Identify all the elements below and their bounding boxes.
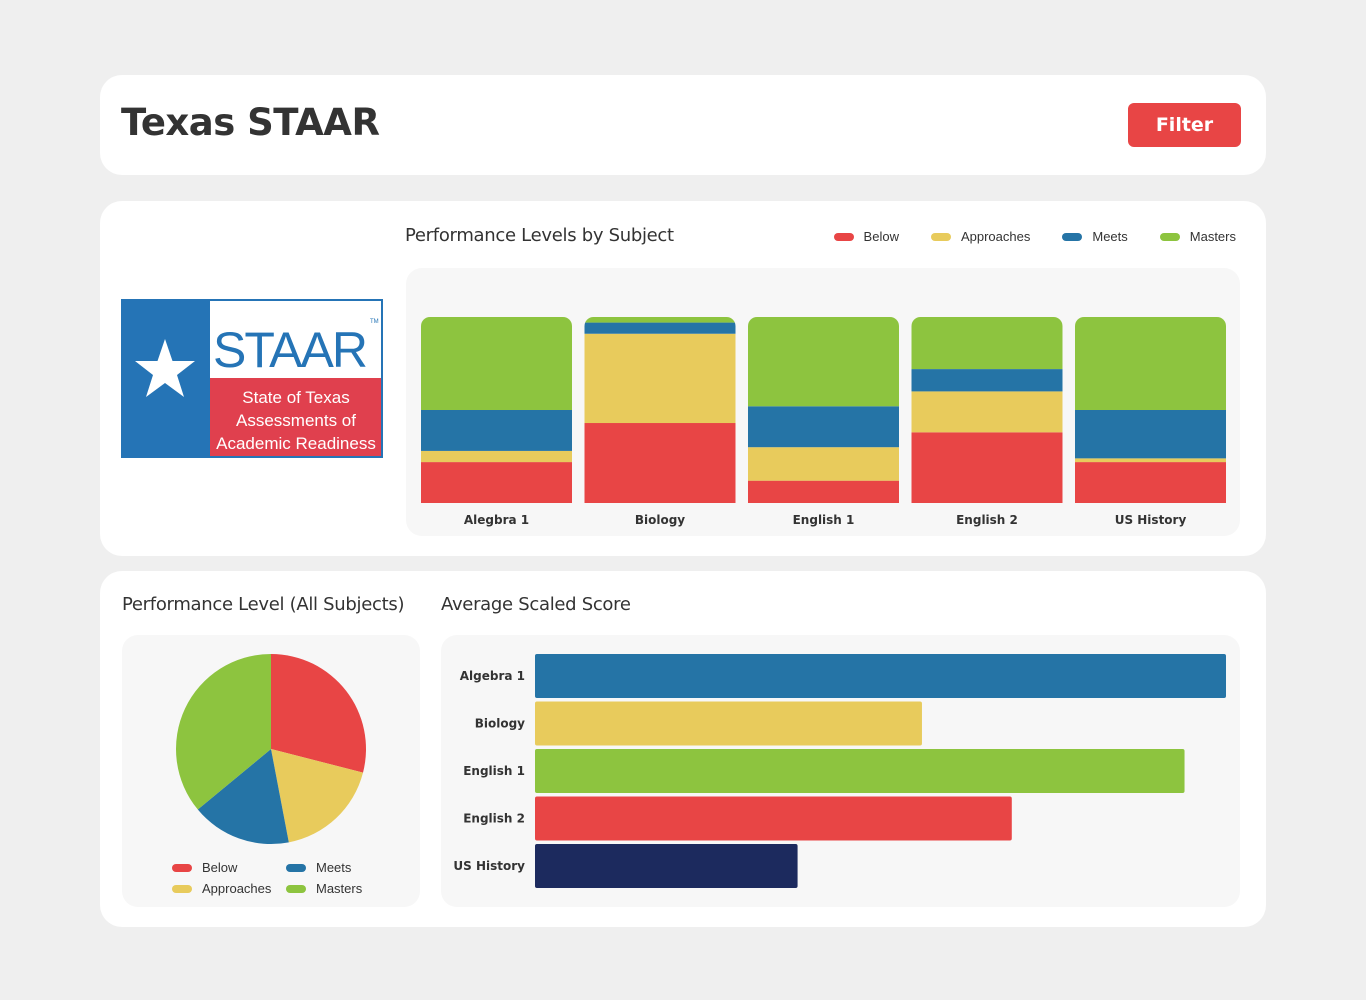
hbar-chart-title: Average Scaled Score <box>441 594 631 615</box>
pie-chart <box>175 654 366 844</box>
pie-chart-title: Performance Level (All Subjects) <box>122 594 405 615</box>
hbar-english-1 <box>535 749 1185 793</box>
pie-slice-masters <box>175 654 271 810</box>
bar-segment-biology-meets <box>584 322 736 334</box>
staar-logo: STAAR TM State of Texas Assessments of A… <box>121 299 383 458</box>
legend-swatch-below <box>833 232 854 241</box>
pie-legend-item-masters: Masters <box>286 881 376 896</box>
bar-segment-english-2-below <box>911 432 1063 503</box>
bar-segment-us-history-masters <box>1075 317 1226 410</box>
bar-segment-us-history-below <box>1075 462 1226 503</box>
logo-word: STAAR <box>213 322 366 378</box>
hbar-english-2 <box>535 796 1012 841</box>
pie-slice-approaches <box>271 749 364 843</box>
legend-item-below: Below <box>833 229 899 244</box>
bar-segment-biology-below <box>584 423 736 503</box>
bar-segment-us-history-meets <box>1075 410 1226 459</box>
performance-by-subject-card: STAAR TM State of Texas Assessments of A… <box>100 201 1266 556</box>
x-tick-label-biology: Biology <box>635 513 685 527</box>
pie-legend-label-masters: Masters <box>316 881 363 896</box>
hbar-us-history <box>535 844 798 888</box>
bar-segment-biology-approaches <box>584 333 736 424</box>
y-tick-label-us-history: US History <box>453 859 525 873</box>
horizontal-bar-chart: Algebra 1 Biology English 1 English 2 US His… <box>453 654 1226 888</box>
legend-item-approaches: Approaches <box>930 229 1031 244</box>
pie-legend-swatch-below <box>172 863 192 872</box>
legend-swatch-approaches <box>930 232 951 241</box>
bar-segment-english-1-masters <box>748 317 899 407</box>
bar-stack-alegbra-1 <box>421 317 572 503</box>
bar-segment-alegbra-1-approaches <box>421 450 572 463</box>
bar-segment-english-2-approaches <box>911 391 1063 433</box>
logo-line-1: State of Texas <box>242 388 349 407</box>
pie-legend-swatch-approaches <box>172 884 192 893</box>
pie-legend-label-meets: Meets <box>316 860 352 875</box>
legend-swatch-meets <box>1062 232 1083 241</box>
y-tick-label-biology: Biology <box>475 717 525 731</box>
y-tick-label-english-2: English 2 <box>463 812 525 826</box>
pie-legend-swatch-masters <box>286 884 306 893</box>
pie-legend-item-meets: Meets <box>286 860 376 875</box>
stacked-chart-title: Performance Levels by Subject <box>405 225 674 246</box>
summary-card: Performance Level (All Subjects) Below M… <box>100 571 1266 927</box>
bar-segment-alegbra-1-meets <box>421 410 572 451</box>
star-icon <box>135 339 195 397</box>
logo-tm: TM <box>370 319 379 325</box>
stacked-chart-legend: Below Approaches Meets Masters <box>833 229 1236 244</box>
y-tick-label-algebra-1: Algebra 1 <box>460 669 525 683</box>
bar-segment-biology-masters <box>584 317 736 323</box>
bar-segment-english-1-below <box>748 480 899 503</box>
stacked-chart-area: Alegbra 1 Biology English 1 English 2 US His… <box>406 268 1240 536</box>
x-tick-label-english-2: English 2 <box>956 513 1018 527</box>
bar-stack-us-history <box>1075 317 1226 503</box>
bar-segment-english-2-masters <box>911 317 1063 370</box>
bar-segment-english-1-meets <box>748 406 899 448</box>
bar-stack-english-1 <box>748 317 899 503</box>
pie-legend: Below Meets Approaches Masters <box>172 860 376 896</box>
hbar-chart-area: Algebra 1 Biology English 1 English 2 US His… <box>441 635 1240 907</box>
y-tick-label-english-1: English 1 <box>463 764 525 778</box>
stacked-bar-chart: Alegbra 1 Biology English 1 English 2 US His… <box>421 317 1226 527</box>
hbar-biology <box>535 701 922 746</box>
pie-slice-meets <box>197 749 289 844</box>
legend-item-meets: Meets <box>1062 229 1128 244</box>
bar-segment-us-history-approaches <box>1075 458 1226 463</box>
legend-label-approaches: Approaches <box>960 229 1031 244</box>
legend-label-masters: Masters <box>1189 229 1236 244</box>
pie-legend-label-below: Below <box>202 860 238 875</box>
pie-legend-swatch-meets <box>286 863 306 872</box>
x-tick-label-alegbra-1: Alegbra 1 <box>464 513 529 527</box>
pie-slice-below <box>271 654 366 773</box>
bar-segment-english-2-meets <box>911 369 1063 392</box>
legend-item-masters: Masters <box>1159 229 1236 244</box>
bar-stack-biology <box>584 317 736 503</box>
legend-label-meets: Meets <box>1092 229 1128 244</box>
header-card: Texas STAAR Filter <box>100 75 1266 175</box>
bar-stack-english-2 <box>911 317 1063 503</box>
bar-segment-alegbra-1-masters <box>421 317 572 410</box>
legend-label-below: Below <box>863 229 899 244</box>
pie-legend-item-approaches: Approaches <box>172 881 286 896</box>
bar-segment-alegbra-1-below <box>421 462 572 503</box>
bar-segment-english-1-approaches <box>748 447 899 481</box>
logo-line-3: Academic Readiness <box>216 434 376 453</box>
pie-chart-area: Below Meets Approaches Masters <box>122 635 420 907</box>
x-tick-label-us-history: US History <box>1115 513 1187 527</box>
legend-swatch-masters <box>1159 232 1180 241</box>
logo-line-2: Assessments of <box>236 411 356 430</box>
hbar-algebra-1 <box>535 654 1226 698</box>
page-title: Texas STAAR <box>121 101 380 144</box>
filter-button[interactable]: Filter <box>1128 103 1241 147</box>
pie-legend-item-below: Below <box>172 860 286 875</box>
x-tick-label-english-1: English 1 <box>793 513 855 527</box>
pie-legend-label-approaches: Approaches <box>202 881 272 896</box>
